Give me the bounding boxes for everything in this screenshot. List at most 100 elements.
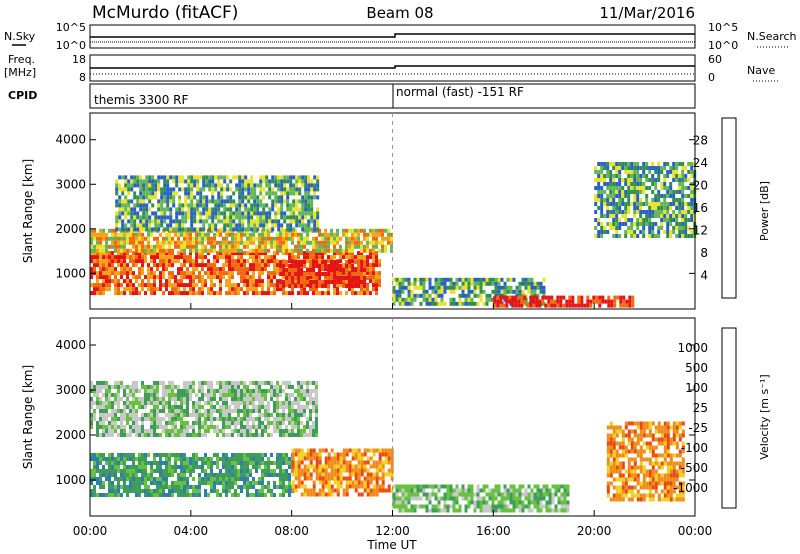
heatmap-cell (198, 279, 201, 284)
heatmap-cell (295, 215, 299, 220)
heatmap-cell (282, 469, 285, 473)
heatmap-cell (600, 174, 604, 178)
heatmap-cell (123, 409, 126, 413)
heatmap-cell (631, 303, 635, 308)
heatmap-cell (141, 465, 144, 469)
heatmap-cell (120, 409, 123, 413)
heatmap-cell (276, 457, 279, 461)
heatmap-cell (213, 409, 216, 413)
heatmap-cell (231, 465, 234, 469)
heatmap-cell (276, 232, 279, 237)
heatmap-cell (261, 236, 264, 241)
heatmap-cell (366, 472, 370, 477)
heatmap-cell (120, 271, 123, 276)
heatmap-cell (225, 457, 228, 461)
heatmap-cell (306, 276, 310, 280)
heatmap-cell (252, 255, 255, 260)
heatmap-cell (360, 456, 364, 461)
heatmap-cell (342, 228, 345, 233)
heatmap-cell (205, 183, 209, 188)
heatmap-cell (252, 393, 255, 397)
heatmap-cell (259, 183, 263, 188)
heatmap-cell (183, 240, 186, 245)
heatmap-cell (252, 485, 255, 489)
heatmap-cell (369, 228, 372, 233)
heatmap-cell (309, 472, 313, 477)
heatmap-cell (243, 271, 246, 276)
heatmap-cell (339, 236, 342, 241)
heatmap-cell (282, 381, 285, 385)
heatmap-cell (425, 277, 429, 282)
heatmap-cell (357, 456, 361, 461)
heatmap-cell (286, 195, 290, 200)
heatmap-cell (621, 449, 625, 454)
heatmap-cell (598, 303, 602, 308)
heatmap-cell (159, 489, 162, 493)
heatmap-cell (180, 401, 183, 405)
heatmap-cell (648, 170, 652, 174)
heatmap-cell (300, 421, 303, 425)
heatmap-cell (288, 477, 291, 481)
heatmap-cell (96, 477, 99, 481)
heatmap-cell (126, 417, 129, 421)
heatmap-cell (342, 268, 346, 272)
heatmap-cell (360, 472, 364, 477)
heatmap-cell (690, 210, 694, 214)
heatmap-cell (220, 227, 224, 232)
heatmap-cell (120, 267, 123, 272)
heatmap-cell (135, 248, 138, 253)
heatmap-cell (198, 381, 201, 385)
heatmap-cell (628, 295, 632, 300)
heatmap-cell (147, 413, 150, 417)
heatmap-cell (294, 279, 297, 284)
heatmap-cell (207, 389, 210, 393)
heatmap-cell (473, 289, 477, 294)
heatmap-cell (262, 227, 266, 232)
heatmap-cell (153, 385, 156, 389)
heatmap-cell (201, 477, 204, 481)
heatmap-cell (288, 272, 292, 276)
heatmap-cell (273, 236, 276, 241)
heatmap-cell (565, 299, 569, 304)
heatmap-cell (237, 405, 240, 409)
heatmap-cell (630, 178, 634, 182)
heatmap-cell (345, 484, 349, 489)
heatmap-cell (571, 299, 575, 304)
heatmap-cell (183, 409, 186, 413)
nsky-label: N.Sky (4, 30, 36, 43)
heatmap-cell (318, 244, 321, 249)
heatmap-cell (306, 425, 309, 429)
heatmap-cell (503, 289, 507, 294)
heatmap-cell (387, 236, 390, 241)
heatmap-cell (135, 493, 138, 497)
heatmap-cell (180, 417, 183, 421)
heatmap-cell (216, 453, 219, 457)
heatmap-cell (666, 202, 670, 206)
heatmap-cell (214, 187, 218, 192)
heatmap-cell (96, 461, 99, 465)
heatmap-cell (615, 226, 619, 230)
heatmap-cell (351, 255, 354, 260)
heatmap-cell (181, 207, 185, 212)
heatmap-cell (639, 178, 643, 182)
heatmap-cell (300, 280, 304, 284)
heatmap-cell (315, 456, 319, 461)
heatmap-cell (452, 301, 456, 306)
heatmap-cell (115, 191, 119, 196)
heatmap-cell (156, 263, 159, 268)
heatmap-cell (304, 211, 308, 216)
heatmap-cell (114, 244, 117, 249)
heatmap-cell (222, 453, 225, 457)
heatmap-cell (609, 214, 613, 218)
heatmap-cell (264, 389, 267, 393)
heatmap-cell (273, 481, 276, 485)
heatmap-cell (186, 433, 189, 437)
heatmap-cell (363, 244, 366, 249)
heatmap-cell (207, 481, 210, 485)
heatmap-cell (310, 227, 314, 232)
heatmap-cell (594, 202, 598, 206)
heatmap-cell (198, 433, 201, 437)
heatmap-cell (618, 202, 622, 206)
heatmap-cell (183, 259, 186, 264)
